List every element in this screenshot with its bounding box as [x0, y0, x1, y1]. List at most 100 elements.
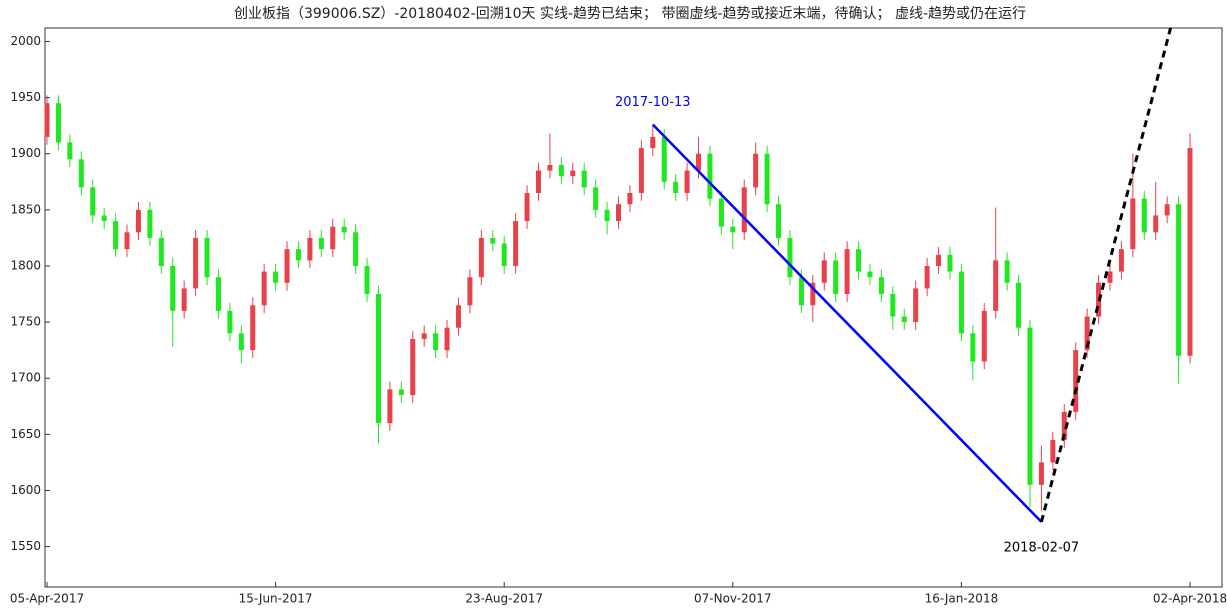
candle-body	[444, 327, 450, 351]
candle-body	[170, 265, 176, 311]
candle-body	[753, 153, 759, 188]
candle-body	[1084, 316, 1090, 351]
candle-body	[227, 310, 233, 334]
x-tick-label: 07-Nov-2017	[694, 592, 772, 606]
candle-body	[1004, 260, 1010, 283]
candle-body	[718, 198, 724, 227]
candle-body	[295, 249, 301, 261]
y-tick-label: 1950	[10, 90, 41, 104]
candle-body	[1050, 439, 1056, 463]
candle-body	[1164, 204, 1170, 216]
candle-body	[330, 226, 336, 250]
candle-body	[764, 153, 770, 205]
candle-body	[135, 209, 141, 233]
candle-body	[958, 271, 964, 334]
candle-body	[181, 288, 187, 311]
candle-body	[67, 142, 73, 160]
candle-body	[936, 254, 942, 266]
candle-body	[1118, 249, 1124, 272]
candle-body	[673, 181, 679, 194]
candle-body	[821, 260, 827, 283]
candle-body	[113, 221, 119, 250]
candle-body	[581, 170, 587, 188]
candle-body	[410, 338, 416, 396]
candle-body	[1141, 198, 1147, 233]
y-tick-label: 1650	[10, 427, 41, 441]
candle-body	[307, 237, 313, 261]
candle-body	[798, 277, 804, 306]
candle-body	[158, 237, 164, 266]
candle-body	[924, 265, 930, 289]
candle-body	[364, 265, 370, 295]
candle-body	[1027, 327, 1033, 485]
candle-body	[1061, 411, 1067, 440]
candle-body	[455, 305, 461, 328]
candle-body	[124, 232, 130, 250]
x-tick-label: 16-Jan-2018	[925, 592, 999, 606]
candle-body	[1176, 204, 1182, 356]
candle-body	[44, 103, 50, 137]
candle-body	[810, 282, 816, 306]
candle-body	[55, 103, 61, 143]
candle-body	[696, 153, 702, 171]
candle-body	[387, 389, 393, 424]
candle-body	[375, 294, 381, 424]
candle-body	[616, 204, 621, 222]
candle-body	[638, 148, 644, 194]
y-tick-label: 1550	[10, 539, 41, 553]
candle-body	[730, 226, 736, 233]
candle-body	[627, 193, 633, 205]
candle-body	[535, 170, 541, 194]
candle-body	[261, 271, 267, 306]
candle-body	[524, 193, 530, 222]
candle-body	[90, 187, 96, 216]
trend-line	[651, 123, 1043, 523]
candle-body	[833, 260, 839, 295]
candle-body	[787, 237, 793, 278]
candle-body	[421, 333, 427, 339]
candle-body	[490, 237, 496, 244]
candle-body	[993, 260, 999, 311]
candle-body	[707, 153, 713, 199]
candle-body	[1130, 198, 1136, 250]
x-tick-label: 15-Jun-2017	[239, 592, 313, 606]
candle-body	[193, 237, 199, 289]
candle-body	[981, 310, 987, 362]
candle-body	[776, 204, 782, 238]
candle-body	[513, 221, 519, 266]
candle-body	[501, 243, 507, 266]
candle-body	[684, 170, 690, 194]
y-tick-label: 1850	[10, 202, 41, 216]
candle-body	[273, 271, 279, 283]
candle-body	[570, 170, 576, 177]
candle-body	[547, 164, 553, 171]
candle-body	[890, 294, 896, 317]
candle-body	[604, 209, 610, 222]
y-tick-label: 1700	[10, 371, 41, 385]
candle-body	[878, 277, 884, 295]
candle-body	[970, 333, 976, 362]
candle-body	[558, 164, 564, 177]
candle-body	[101, 215, 107, 222]
x-tick-label: 02-Apr-2018	[1153, 592, 1227, 606]
candle-body	[204, 237, 210, 278]
candle-body	[661, 136, 667, 182]
candle-body	[1016, 282, 1022, 328]
candle-body	[593, 187, 599, 210]
candle-body	[78, 159, 84, 188]
candle-body	[650, 136, 656, 149]
candle-body	[856, 249, 862, 272]
candle-body	[867, 271, 873, 278]
candle-body	[844, 249, 850, 295]
trend-line	[1039, 27, 1173, 523]
y-tick-label: 1800	[10, 258, 41, 272]
candle-body	[341, 226, 347, 233]
annotation: 2018-02-07	[1004, 540, 1080, 555]
candle-body	[250, 305, 256, 351]
plot-frame	[44, 27, 1223, 588]
candle-body	[284, 249, 290, 283]
candle-body	[478, 237, 484, 278]
candle-body	[741, 187, 747, 233]
y-tick-label: 1750	[10, 315, 41, 329]
